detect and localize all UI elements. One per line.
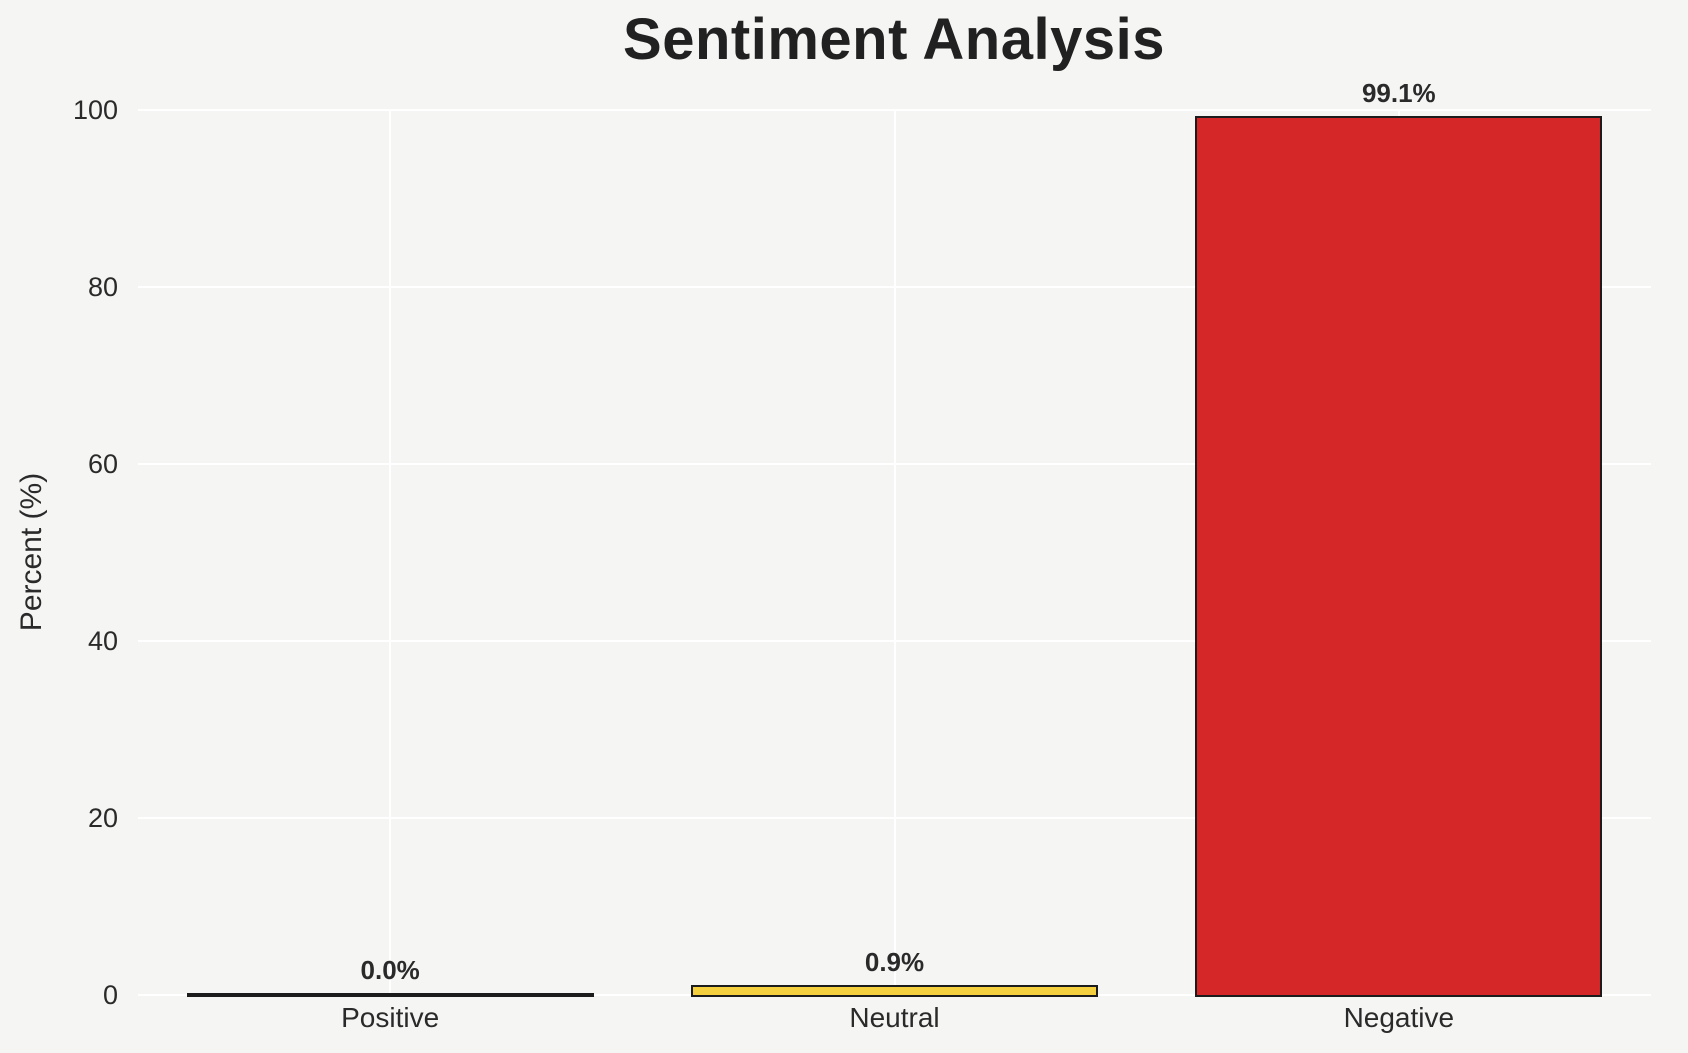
bar-negative: [1195, 116, 1603, 997]
plot-area: 0.0% Positive 0.9% Neutral 99.1% Negative: [138, 80, 1651, 1033]
y-tick-80: 80: [87, 272, 118, 302]
gridline-x-neutral: [893, 110, 896, 995]
y-axis-label: Percent (%): [15, 472, 48, 632]
x-tick-neutral: Neutral: [849, 1002, 940, 1033]
y-tick-20: 20: [87, 803, 118, 833]
value-label-negative: 99.1%: [1361, 78, 1436, 108]
y-tick-0: 0: [102, 980, 118, 1010]
bar-neutral: [691, 985, 1098, 997]
y-tick-60: 60: [87, 449, 118, 479]
value-label-positive: 0.0%: [360, 955, 420, 985]
y-tick-40: 40: [87, 626, 118, 656]
chart-title: Sentiment Analysis: [623, 7, 1165, 72]
x-tick-negative: Negative: [1343, 1002, 1455, 1033]
bar-positive: [186, 993, 594, 997]
value-label-neutral: 0.9%: [864, 947, 925, 977]
x-tick-positive: Positive: [341, 1002, 440, 1033]
y-tick-100: 100: [72, 95, 118, 125]
gridline-x-positive: [389, 110, 392, 995]
